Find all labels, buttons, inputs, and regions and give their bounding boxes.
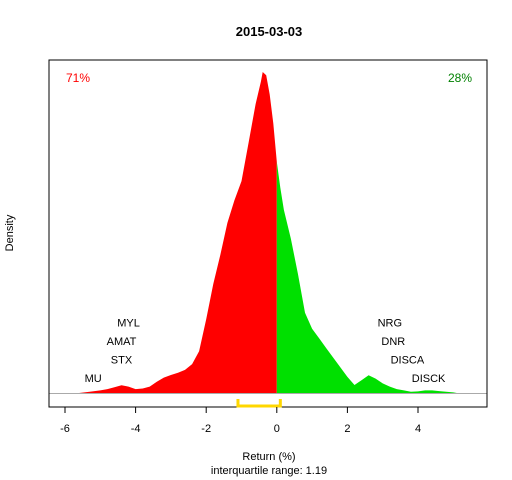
ticker-label: NRG [378,318,402,330]
interquartile-range-bracket [236,399,282,408]
chart-title: 2015-03-03 [236,24,303,39]
negative-density-area [79,72,277,393]
right-percentage-label: 28% [448,71,472,85]
x-tick-label: 0 [274,423,280,435]
ticker-label: STX [111,355,133,367]
x-tick-label: -2 [201,423,211,435]
ticker-label: MYL [117,318,140,330]
left-percentage-label: 71% [66,71,90,85]
iqr-subtitle: interquartile range: 1.19 [211,465,327,477]
positive-density-area [276,161,457,393]
x-axis-ticks: -6 -4 -2 0 2 4 [60,407,421,435]
x-tick-label: -4 [131,423,141,435]
ticker-label: DISCA [391,355,425,367]
ticker-label: DISCK [412,373,446,385]
y-axis-label: Density [4,214,16,251]
ticker-label: MU [85,373,102,385]
x-tick-label: 4 [415,423,421,435]
ticker-annotations: MYL AMAT STX MU NRG DNR DISCA DISCK [85,318,446,386]
ticker-label: AMAT [107,336,137,348]
x-tick-label: -6 [60,423,70,435]
x-axis-label: Return (%) [242,451,295,463]
x-tick-label: 2 [344,423,350,435]
ticker-label: DNR [381,336,405,348]
